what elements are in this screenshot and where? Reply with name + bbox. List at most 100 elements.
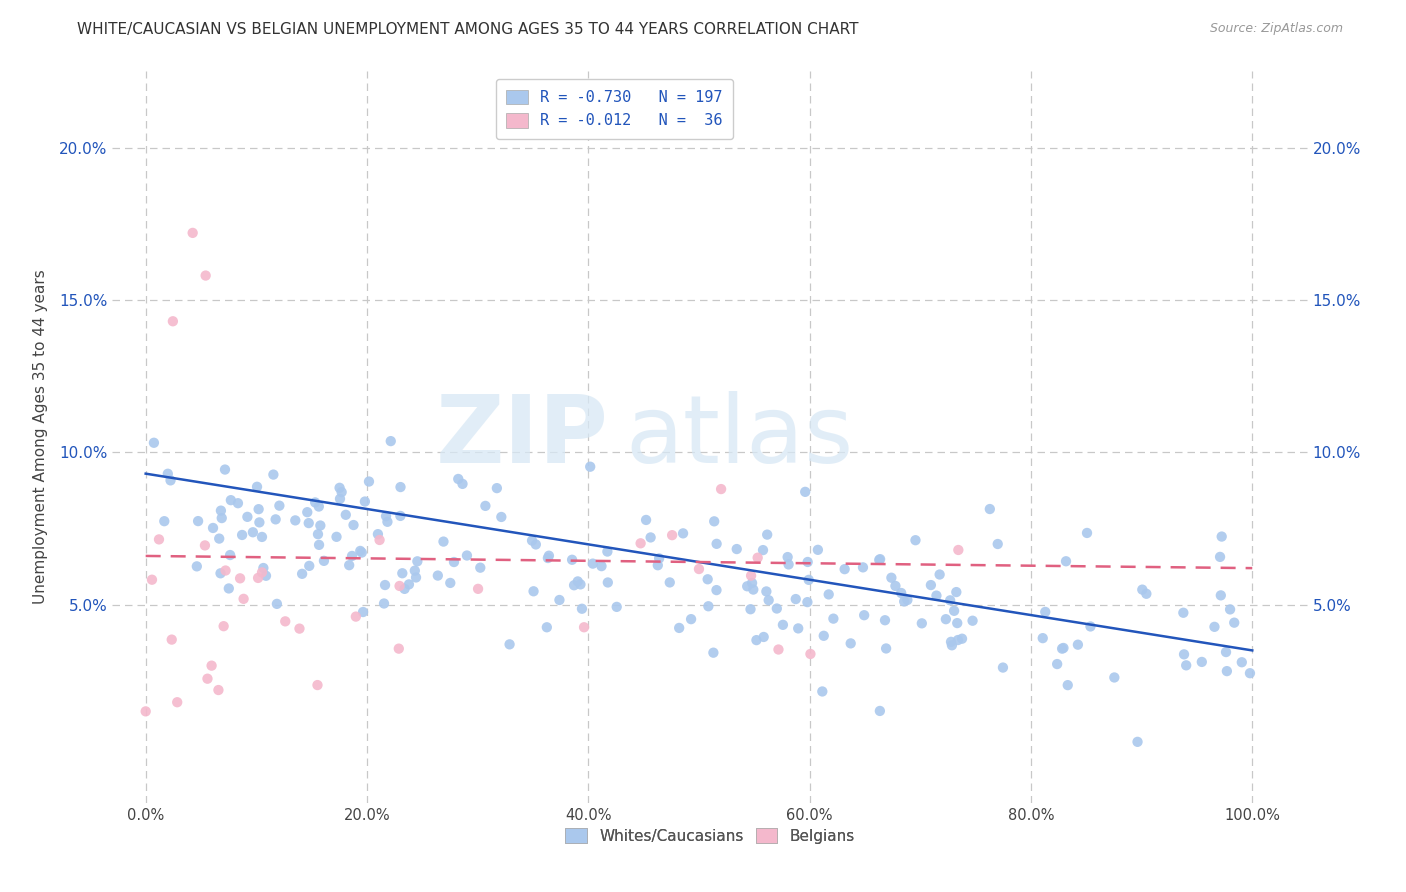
Point xyxy=(571,601,593,615)
Point xyxy=(1173,606,1195,620)
Point xyxy=(212,619,235,633)
Point xyxy=(834,562,856,576)
Point xyxy=(756,527,779,541)
Point xyxy=(214,564,236,578)
Point xyxy=(823,612,845,626)
Point xyxy=(247,571,270,585)
Point xyxy=(153,514,176,528)
Point xyxy=(242,525,264,540)
Point xyxy=(352,605,374,619)
Point xyxy=(869,704,891,718)
Point xyxy=(298,516,321,530)
Point xyxy=(935,612,957,626)
Point xyxy=(596,575,619,590)
Point xyxy=(1104,670,1126,684)
Point xyxy=(811,684,834,698)
Point xyxy=(474,499,496,513)
Point xyxy=(391,566,413,581)
Point xyxy=(1191,655,1213,669)
Point xyxy=(394,582,416,596)
Point xyxy=(1056,678,1078,692)
Point xyxy=(250,530,273,544)
Point xyxy=(262,467,284,482)
Point xyxy=(491,510,513,524)
Point xyxy=(946,633,969,648)
Point xyxy=(658,575,681,590)
Point xyxy=(893,594,915,608)
Point xyxy=(325,530,347,544)
Point xyxy=(725,542,748,557)
Point xyxy=(186,559,208,574)
Point xyxy=(987,537,1010,551)
Point xyxy=(787,621,810,635)
Legend: Whites/Caucasians, Belgians: Whites/Caucasians, Belgians xyxy=(560,822,860,850)
Point xyxy=(159,474,181,488)
Point xyxy=(308,538,330,552)
Point xyxy=(794,484,817,499)
Point xyxy=(367,527,389,541)
Point xyxy=(373,597,395,611)
Point xyxy=(141,573,163,587)
Point xyxy=(702,646,724,660)
Point xyxy=(1215,645,1237,659)
Point xyxy=(1067,638,1090,652)
Point xyxy=(752,630,775,644)
Point xyxy=(197,672,219,686)
Point xyxy=(979,502,1001,516)
Point xyxy=(266,597,288,611)
Point xyxy=(246,480,269,494)
Point xyxy=(740,602,762,616)
Point xyxy=(337,558,360,573)
Point xyxy=(796,595,818,609)
Point xyxy=(368,533,391,547)
Point xyxy=(896,593,918,607)
Point xyxy=(640,531,662,545)
Point xyxy=(439,576,461,591)
Point xyxy=(537,551,560,566)
Point xyxy=(1216,664,1239,678)
Point xyxy=(758,593,780,607)
Point xyxy=(945,585,967,599)
Point xyxy=(884,579,907,593)
Point xyxy=(214,462,236,476)
Point xyxy=(710,482,733,496)
Point xyxy=(1080,619,1102,633)
Point xyxy=(135,705,157,719)
Point xyxy=(1052,640,1074,655)
Point xyxy=(467,582,489,596)
Point xyxy=(772,617,794,632)
Point xyxy=(156,467,179,481)
Point xyxy=(755,584,778,599)
Point xyxy=(1209,549,1232,564)
Point xyxy=(349,544,371,558)
Point xyxy=(297,505,319,519)
Point xyxy=(1135,587,1157,601)
Point xyxy=(797,573,820,587)
Point xyxy=(354,494,377,508)
Point xyxy=(1209,588,1232,602)
Point xyxy=(284,513,307,527)
Point xyxy=(307,527,329,541)
Point xyxy=(1126,735,1149,749)
Point xyxy=(208,532,231,546)
Point xyxy=(703,514,725,528)
Point xyxy=(873,613,896,627)
Point xyxy=(1239,666,1261,681)
Point xyxy=(742,582,765,597)
Point xyxy=(868,553,890,567)
Point xyxy=(778,558,800,572)
Point xyxy=(688,562,710,576)
Point xyxy=(342,518,364,533)
Point xyxy=(928,567,950,582)
Point xyxy=(187,514,209,528)
Point xyxy=(374,578,396,592)
Point xyxy=(735,579,758,593)
Point xyxy=(308,500,330,514)
Point xyxy=(939,593,962,607)
Point xyxy=(218,582,240,596)
Point xyxy=(209,503,232,517)
Point xyxy=(485,481,508,495)
Point xyxy=(1054,554,1077,568)
Point xyxy=(630,536,652,550)
Point xyxy=(1032,631,1054,645)
